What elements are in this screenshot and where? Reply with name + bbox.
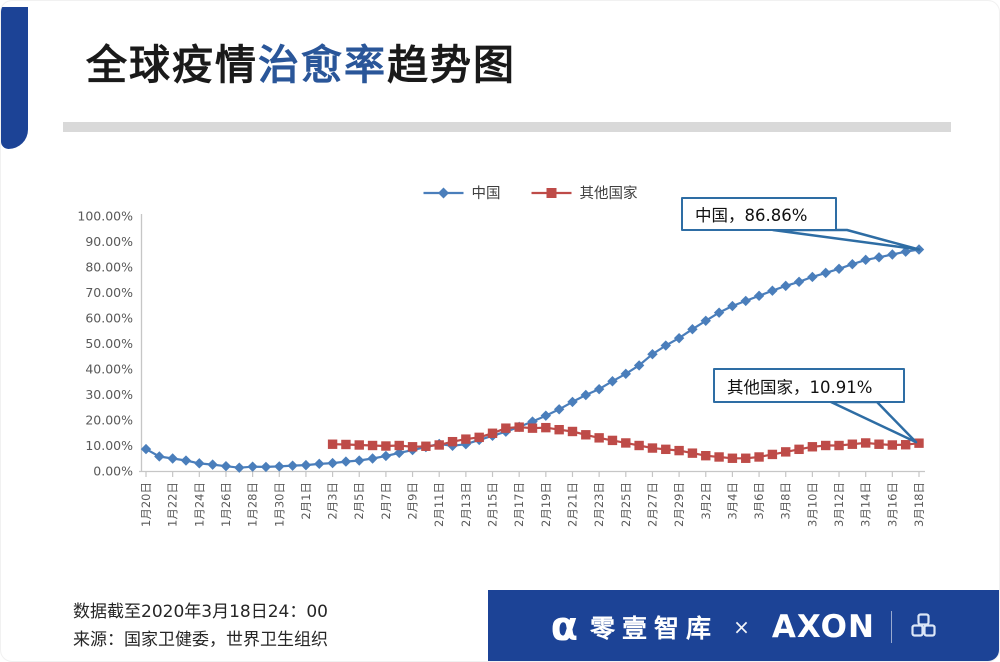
title-part-2: 趋势图: [387, 41, 516, 89]
svg-text:1月22日: 1月22日: [166, 482, 180, 527]
svg-text:2月13日: 2月13日: [459, 482, 473, 527]
svg-text:50.00%: 50.00%: [85, 336, 133, 351]
svg-text:2月29日: 2月29日: [672, 482, 686, 527]
legend-item-others: 其他国家: [531, 182, 638, 203]
callout-others-label: 其他国家，10.91%: [727, 377, 873, 397]
svg-text:100.00%: 100.00%: [77, 209, 133, 224]
svg-text:3月4日: 3月4日: [725, 482, 739, 520]
title-part-1: 全球疫情: [86, 41, 258, 89]
svg-text:3月12日: 3月12日: [832, 482, 846, 527]
legend-label-others: 其他国家: [579, 186, 638, 202]
callout-china-label: 中国，86.86%: [695, 206, 808, 225]
svg-text:1月26日: 1月26日: [219, 482, 233, 527]
svg-text:3月6日: 3月6日: [752, 482, 766, 520]
svg-text:0.00%: 0.00%: [93, 464, 133, 479]
svg-text:2月9日: 2月9日: [406, 482, 420, 520]
svg-text:40.00%: 40.00%: [85, 362, 133, 377]
svg-text:70.00%: 70.00%: [85, 285, 133, 300]
cross-icon: ×: [733, 614, 750, 639]
alpha-logo-icon: α: [550, 603, 579, 650]
legend-item-china: 中国: [423, 182, 501, 203]
svg-text:2月27日: 2月27日: [645, 482, 659, 527]
legend-marker-diamond-icon: [423, 187, 464, 198]
legend-label-china: 中国: [471, 186, 501, 202]
svg-text:2月1日: 2月1日: [299, 482, 313, 520]
svg-text:2月15日: 2月15日: [486, 482, 500, 527]
svg-text:3月10日: 3月10日: [805, 482, 819, 527]
data-note: 数据截至2020年3月18日24：00 来源：国家卫健委，世界卫生组织: [73, 599, 328, 654]
svg-text:10.00%: 10.00%: [85, 438, 133, 453]
x-axis-labels: 1月20日 1月22日 1月24日 1月26日 1月28日 1月30日 2月1日 2月3日 2月…: [139, 471, 926, 527]
data-note-line2: 来源：国家卫健委，世界卫生组织: [73, 629, 328, 650]
svg-text:2月19日: 2月19日: [539, 482, 553, 527]
svg-text:2月11日: 2月11日: [432, 482, 446, 527]
knot-icon: [911, 612, 937, 637]
corner-ribbon: [1, 7, 28, 149]
callout-beaks: [771, 228, 921, 444]
svg-text:3月14日: 3月14日: [859, 482, 873, 527]
callout-china: 中国，86.86%: [681, 197, 837, 231]
brand-name: 零壹智库: [590, 613, 719, 643]
svg-text:90.00%: 90.00%: [85, 234, 133, 249]
svg-text:60.00%: 60.00%: [85, 311, 133, 326]
data-note-line1: 数据截至2020年3月18日24：00: [73, 602, 328, 622]
title-divider: [63, 122, 951, 132]
svg-text:1月24日: 1月24日: [192, 482, 206, 527]
svg-text:3月16日: 3月16日: [885, 482, 899, 527]
svg-text:1月20日: 1月20日: [139, 482, 153, 527]
series-中国: [140, 244, 925, 473]
chart-legend: 中国 其他国家: [423, 182, 638, 203]
svg-text:30.00%: 30.00%: [85, 387, 133, 402]
svg-text:3月18日: 3月18日: [912, 482, 926, 527]
svg-text:2月23日: 2月23日: [592, 482, 606, 527]
brand-bar: α 零壹智库 × AXON: [488, 590, 999, 661]
partner-logo: AXON: [771, 608, 875, 645]
svg-text:1月28日: 1月28日: [246, 482, 260, 527]
svg-text:2月7日: 2月7日: [379, 482, 393, 520]
svg-text:80.00%: 80.00%: [85, 260, 133, 275]
y-axis-labels: 100.00% 90.00% 80.00% 70.00% 60.00% 50.00% 40.…: [77, 209, 133, 479]
svg-text:2月17日: 2月17日: [512, 482, 526, 527]
svg-text:20.00%: 20.00%: [85, 413, 133, 428]
svg-text:2月21日: 2月21日: [565, 482, 579, 527]
axes: [139, 214, 925, 473]
svg-text:3月8日: 3月8日: [779, 482, 793, 520]
svg-text:3月2日: 3月2日: [699, 482, 713, 520]
legend-marker-square-icon: [531, 187, 572, 198]
brand-separator: [890, 610, 893, 643]
svg-text:2月5日: 2月5日: [352, 482, 366, 520]
svg-text:2月25日: 2月25日: [619, 482, 633, 527]
callout-others: 其他国家，10.91%: [713, 368, 905, 403]
title-part-accent: 治愈率: [258, 41, 387, 89]
svg-text:2月3日: 2月3日: [326, 482, 340, 520]
svg-text:1月30日: 1月30日: [272, 482, 286, 527]
page-title: 全球疫情治愈率趋势图: [86, 31, 516, 91]
series-其他国家: [327, 422, 924, 463]
